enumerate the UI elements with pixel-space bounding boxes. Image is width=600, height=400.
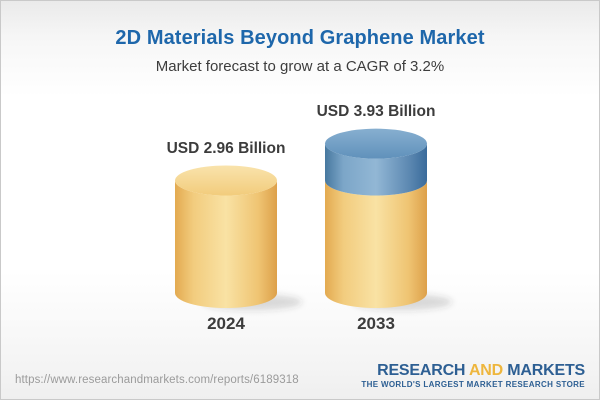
page-title: 2D Materials Beyond Graphene Market — [115, 27, 485, 49]
bar-value-label-0: USD 2.96 Billion — [166, 139, 286, 157]
bar-year-label-0: 2024 — [207, 314, 245, 333]
bar-year-label-1: 2033 — [357, 314, 395, 333]
page-subtitle: Market forecast to grow at a CAGR of 3.2… — [155, 58, 445, 75]
research-and-markets-logo: RESEARCH AND MARKETS THE WORLD'S LARGEST… — [361, 362, 585, 390]
bar-segment-gold — [325, 180, 427, 308]
logo-word-markets: MARKETS — [507, 361, 585, 379]
bar-top-ellipse — [175, 165, 277, 196]
report-url: https://www.researchandmarkets.com/repor… — [15, 374, 299, 386]
bar-segment-gold — [175, 180, 277, 308]
bar-value-label-1: USD 3.93 Billion — [316, 102, 436, 120]
logo-wordmark: RESEARCH AND MARKETS — [361, 362, 585, 380]
bar-2033 — [325, 128, 452, 310]
bar-2024 — [175, 165, 302, 310]
bar-segment-blue — [325, 143, 427, 196]
bar-top-ellipse — [325, 128, 427, 159]
logo-tagline: THE WORLD'S LARGEST MARKET RESEARCH STOR… — [361, 380, 585, 390]
logo-word-research: RESEARCH — [377, 361, 466, 379]
logo-word-and: AND — [468, 361, 504, 379]
